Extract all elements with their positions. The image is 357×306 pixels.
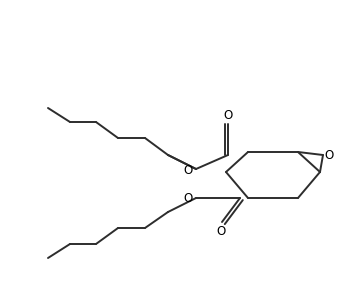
Text: O: O (324, 148, 333, 162)
Text: O: O (184, 192, 193, 204)
Text: O: O (223, 109, 233, 122)
Text: O: O (216, 225, 226, 238)
Text: O: O (184, 163, 193, 177)
